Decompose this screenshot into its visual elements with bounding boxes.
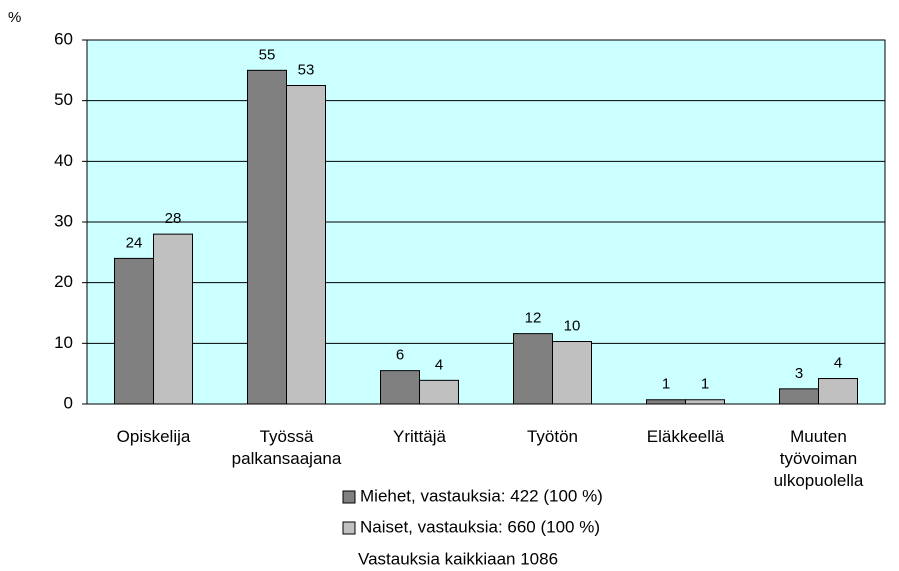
bar <box>286 85 326 405</box>
bar <box>153 233 193 405</box>
x-tick-label: Eläkkeellä <box>646 427 725 446</box>
data-label: 55 <box>259 46 276 63</box>
bar <box>114 257 154 405</box>
data-label: 28 <box>165 210 182 227</box>
x-tick-label: Opiskelija <box>116 427 191 446</box>
bar <box>818 378 858 405</box>
bar <box>552 341 592 405</box>
data-label: 4 <box>435 356 443 373</box>
y-tick-label: 40 <box>54 151 73 170</box>
bar <box>685 399 725 405</box>
legend-swatch <box>342 490 356 504</box>
data-label: 12 <box>525 310 542 327</box>
data-label: 24 <box>126 234 143 251</box>
x-tick-label: Yrittäjä <box>393 427 446 446</box>
data-label: 1 <box>701 376 709 393</box>
y-tick-label: 0 <box>64 393 73 412</box>
data-label: 6 <box>396 347 404 364</box>
legend-label: Naiset, vastauksia: 660 (100 %) <box>360 517 600 536</box>
y-tick-label: 10 <box>54 333 73 352</box>
data-label: 3 <box>795 365 803 382</box>
legend-label: Miehet, vastauksia: 422 (100 %) <box>360 486 603 505</box>
bar <box>779 388 819 405</box>
data-label: 4 <box>834 354 842 371</box>
y-tick-label: 30 <box>54 211 73 230</box>
bar <box>419 379 459 405</box>
y-tick-label: 50 <box>54 90 73 109</box>
legend-swatch <box>342 521 356 535</box>
y-axis-label: % <box>8 9 21 26</box>
y-tick-label: 60 <box>54 29 73 48</box>
x-tick-label: Työtön <box>526 427 579 446</box>
bar <box>513 333 553 405</box>
data-label: 1 <box>662 376 670 393</box>
data-label: 10 <box>564 317 581 334</box>
bar <box>646 399 686 405</box>
bar <box>380 370 420 405</box>
x-tick-label: Muuten työvoiman ulkopuolella <box>773 427 864 490</box>
annotation: Vastauksia kaikkiaan 1086 <box>358 549 558 568</box>
x-tick-label: Työssä palkansaajana <box>231 427 342 468</box>
y-tick-label: 20 <box>54 272 73 291</box>
bar <box>247 69 287 405</box>
data-label: 53 <box>298 61 315 78</box>
